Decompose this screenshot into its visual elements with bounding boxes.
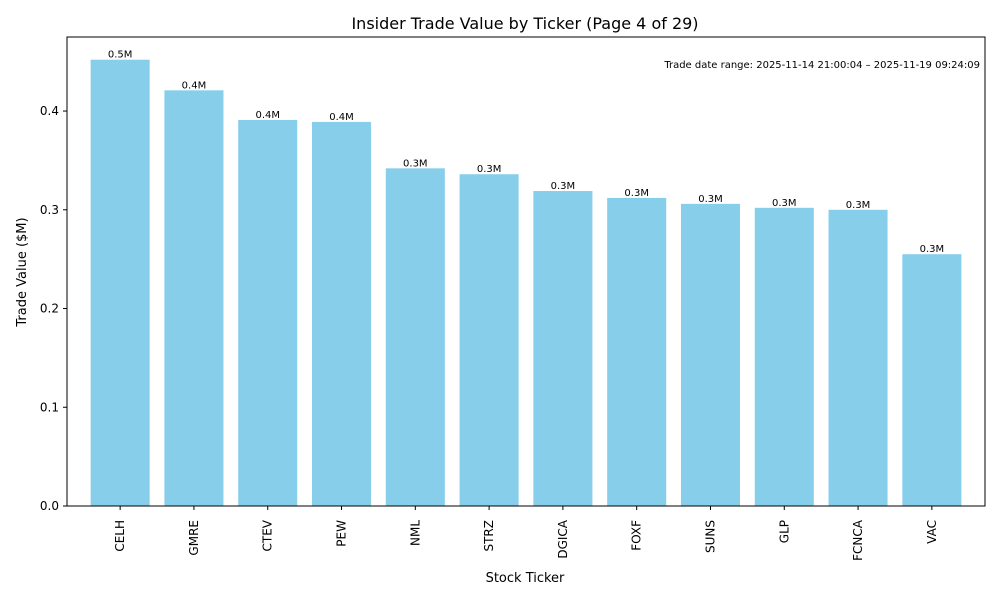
bar-suns — [680, 203, 740, 506]
chart-title: Insider Trade Value by Ticker (Page 4 of… — [351, 14, 698, 33]
x-tick-label-strz: STRZ — [482, 520, 496, 552]
x-tick-label-vac: VAC — [925, 520, 939, 544]
x-axis-label: Stock Ticker — [486, 571, 565, 586]
y-tick-label: 0.4 — [40, 104, 59, 118]
bar-value-label-glp: 0.3M — [772, 198, 797, 209]
bar-nml — [385, 168, 445, 506]
x-tick-label-pew: PEW — [335, 520, 349, 547]
bars-group — [90, 59, 962, 507]
x-tick-label-nml: NML — [408, 520, 422, 546]
bar-fcnca — [828, 209, 888, 507]
bar-value-label-dgica: 0.3M — [551, 181, 576, 192]
bar-value-label-ctev: 0.4M — [255, 110, 280, 121]
bar-labels-group: 0.5M 0.4M 0.4M 0.4M 0.3M 0.3M 0.3M 0.3M 0.3M 0.3M… — [108, 50, 944, 256]
bar-value-label-celh: 0.5M — [108, 50, 133, 61]
bar-pew — [312, 121, 372, 506]
bar-glp — [754, 207, 814, 506]
x-axis-ticks: CELH GMRE CTEV PEW NML STRZ DGICA FOXF SUNS GLP FC… — [113, 506, 939, 561]
x-tick-label-foxf: FOXF — [630, 520, 644, 551]
x-tick-label-fcnca: FCNCA — [851, 519, 865, 561]
bar-value-label-vac: 0.3M — [920, 244, 945, 255]
bar-strz — [459, 174, 519, 507]
bar-vac — [902, 254, 962, 506]
bar-value-label-nml: 0.3M — [403, 158, 428, 169]
plot-frame — [66, 36, 986, 507]
bar-ctev — [238, 119, 298, 506]
x-tick-label-gmre: GMRE — [187, 520, 201, 556]
y-tick-label: 0.0 — [40, 499, 59, 513]
bar-value-label-strz: 0.3M — [477, 164, 502, 175]
bar-celh — [90, 59, 150, 507]
bar-value-label-foxf: 0.3M — [624, 188, 649, 199]
bar-dgica — [533, 191, 593, 506]
y-axis-label: Trade Value ($M) — [15, 217, 30, 327]
bar-value-label-pew: 0.4M — [329, 112, 354, 123]
x-tick-label-ctev: CTEV — [261, 519, 275, 551]
y-tick-label: 0.2 — [40, 302, 59, 316]
x-tick-label-celh: CELH — [113, 520, 127, 552]
x-tick-label-dgica: DGICA — [556, 519, 570, 558]
bar-value-label-fcnca: 0.3M — [846, 200, 871, 211]
bar-foxf — [607, 197, 667, 506]
bar-value-label-suns: 0.3M — [698, 194, 723, 205]
bar-value-label-gmre: 0.4M — [182, 80, 207, 91]
y-tick-label: 0.3 — [40, 203, 59, 217]
bar-gmre — [164, 90, 224, 506]
y-tick-label: 0.1 — [40, 400, 59, 414]
x-tick-label-suns: SUNS — [703, 520, 717, 553]
y-axis-ticks: 0.0 0.1 0.2 0.3 0.4 — [40, 104, 67, 513]
x-tick-label-glp: GLP — [777, 520, 791, 543]
trade-date-range-annotation: Trade date range: 2025-11-14 21:00:04 – … — [663, 60, 980, 71]
